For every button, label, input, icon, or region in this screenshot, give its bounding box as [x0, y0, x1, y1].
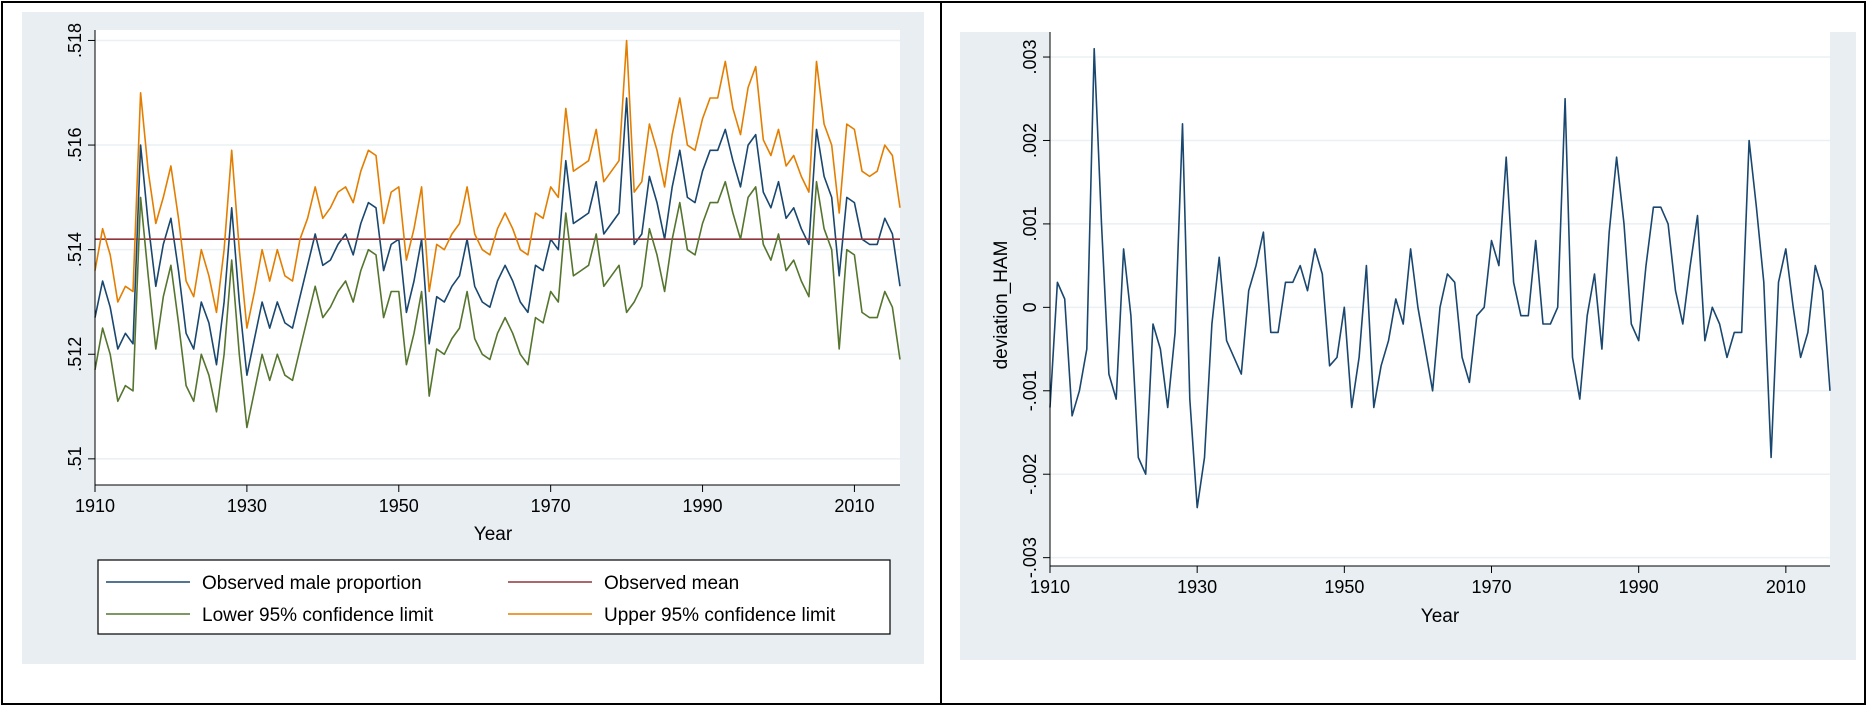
chart-right-y-tick-label: -.001: [1020, 370, 1040, 411]
chart-right-y-axis-title: deviation_HAM: [991, 241, 1012, 370]
chart-left: .51 .512 .514 .516 .518 1910 1930 1950 1970 1990…: [22, 12, 924, 664]
chart-right-y-ticks: -.003 -.002 -.001 0 .001 .002 .003: [1020, 40, 1050, 578]
chart-left-y-tick-label: .514: [65, 232, 85, 267]
chart-right: -.003 -.002 -.001 0 .001 .002 .003 1910 1930 195…: [960, 32, 1856, 660]
chart-right-y-tick-label: 0: [1020, 302, 1040, 312]
chart-left-x-tick-label: 1970: [531, 496, 571, 516]
chart-left-x-axis-title: Year: [474, 524, 513, 545]
chart-left-x-tick-label: 2010: [834, 496, 874, 516]
chart-right-x-tick-label: 1990: [1619, 577, 1659, 597]
frame-right: [940, 1, 1866, 705]
chart-left-series-upper-95-confidence-limit: [94, 39, 901, 329]
chart-right-x-tick-label: 1950: [1324, 577, 1364, 597]
chart-left-x-tick-label: 1950: [379, 496, 419, 516]
chart-right-y-tick-label: .002: [1020, 123, 1040, 158]
chart-left-plot-area: [95, 30, 900, 485]
legend-label-lower: Lower 95% confidence limit: [202, 605, 434, 626]
chart-left-x-ticks: 1910 1930 1950 1970 1990 2010: [75, 485, 874, 516]
chart-left-y-tick-label: .512: [65, 337, 85, 372]
chart-right-y-tick-label: .001: [1020, 206, 1040, 241]
chart-right-x-axis-title: Year: [1421, 606, 1460, 627]
chart-right-gridlines: [1050, 56, 1830, 559]
chart-left-series-lower-95-confidence-limit: [94, 180, 901, 429]
chart-right-x-tick-label: 1930: [1177, 577, 1217, 597]
chart-left-series: [94, 39, 901, 429]
legend-label-upper: Upper 95% confidence limit: [604, 605, 836, 626]
chart-left-y-tick-label: .516: [65, 128, 85, 163]
chart-right-y-tick-label: -.002: [1020, 454, 1040, 495]
chart-right-x-tick-label: 2010: [1766, 577, 1806, 597]
chart-left-x-tick-label: 1990: [683, 496, 723, 516]
chart-right-y-tick-label: -.003: [1020, 537, 1040, 578]
legend-label-mean: Observed mean: [604, 573, 739, 594]
chart-right-series-deviation-ham: [1049, 47, 1831, 509]
chart-right-series: [1049, 47, 1831, 509]
chart-right-x-tick-label: 1910: [1030, 577, 1070, 597]
chart-right-x-ticks: 1910 1930 1950 1970 1990 2010: [1030, 566, 1806, 597]
chart-left-y-tick-label: .518: [65, 23, 85, 58]
legend-label-observed: Observed male proportion: [202, 573, 422, 594]
chart-left-x-tick-label: 1910: [75, 496, 115, 516]
chart-right-plot-area: [1050, 32, 1830, 566]
chart-right-x-tick-label: 1970: [1471, 577, 1511, 597]
chart-left-x-tick-label: 1930: [227, 496, 267, 516]
chart-left-legend: Observed male proportion Observed mean L…: [97, 559, 891, 635]
legend-box: [97, 559, 891, 635]
chart-right-y-tick-label: .003: [1020, 40, 1040, 75]
chart-left-y-ticks: .51 .512 .514 .516 .518: [65, 23, 95, 471]
chart-left-y-tick-label: .51: [65, 446, 85, 471]
